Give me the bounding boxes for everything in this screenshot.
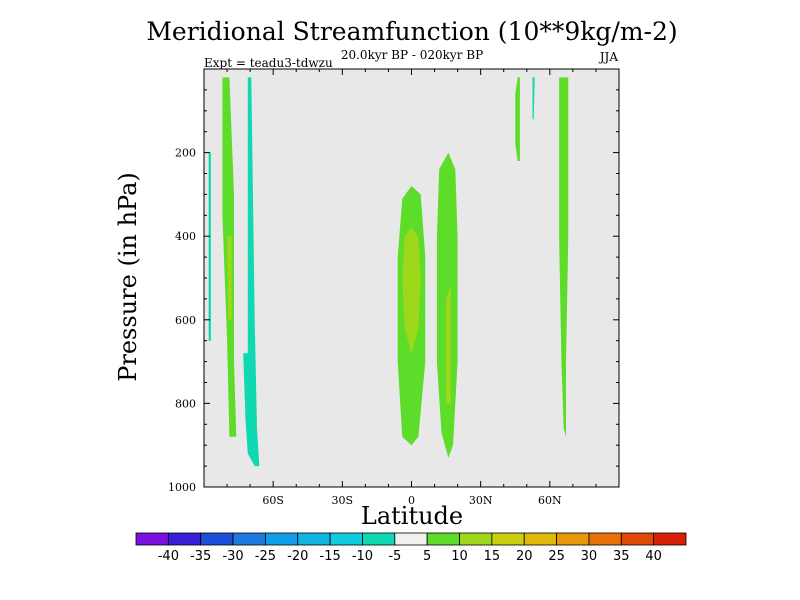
colorbar-label: 5 [423,549,431,564]
colorbar-swatch [556,532,590,546]
chart-title: Meridional Streamfunction (10**9kg/m-2) [146,17,677,46]
y-tick-label: 600 [175,314,196,327]
colorbar-label: -10 [352,549,373,564]
colorbar-label: 15 [484,549,501,564]
x-tick-label: 30N [469,494,493,507]
colorbar-label: 25 [548,549,565,564]
plot-frame [203,68,620,488]
colorbar-label: 10 [451,549,468,564]
colorbar-swatch [523,532,557,546]
y-axis-label: Pressure (in hPa) [114,172,142,382]
colorbar-label: -30 [222,549,243,564]
colorbar-swatch [362,532,396,546]
x-tick-label: 30S [332,494,354,507]
colorbar-label: -35 [190,549,211,564]
y-tick-label: 400 [175,230,196,243]
colorbar-swatch [620,532,655,546]
colorbar-swatch [653,532,687,546]
region-band-88s-negative [208,152,211,341]
y-tick-label: 800 [175,397,196,410]
x-tick-label: 0 [408,494,415,507]
colorbar-label: -40 [158,549,179,564]
colorbar-swatch [491,532,525,546]
colorbar-swatch [135,532,169,546]
region-band-67n [559,77,569,437]
region-band-15n-core [446,286,451,404]
colorbar-label: -5 [388,549,401,564]
colorbar-label: -25 [255,549,276,564]
colorbar-swatch [329,532,363,546]
y-tick-label: 1000 [168,481,196,494]
colorbar-swatch [265,532,299,546]
colorbar-swatch [426,532,460,546]
experiment-label: Expt = teadu3-tdwzu [204,56,333,70]
region-band-51n-negative [532,77,535,120]
colorbar-label: 40 [645,549,662,564]
region-band-60s-negative [243,77,260,467]
x-tick-label: 60N [538,494,562,507]
colorbar-label: -20 [287,549,308,564]
colorbar-swatch [200,532,234,546]
colorbar-label: 35 [613,549,630,564]
colorbar-swatch [394,532,428,546]
colorbar-label: 20 [516,549,533,564]
season-label: JJA [598,50,619,64]
x-tick-label: 60S [262,494,284,507]
colorbar-swatch [588,532,622,546]
colorbar-label: 30 [581,549,598,564]
region-equator-core [402,227,421,354]
y-tick-label: 200 [175,147,196,160]
x-axis-label: Latitude [361,502,463,530]
colorbar-label: -15 [320,549,341,564]
region-band-45n [515,77,520,161]
colorbar-swatch [167,532,202,546]
colorbar-swatch [232,532,266,546]
chart-subtitle: 20.0kyr BP - 020kyr BP [341,48,483,62]
colorbar-swatch [297,532,331,546]
region-band-65s-core [227,236,232,320]
colorbar-swatch [459,532,493,546]
